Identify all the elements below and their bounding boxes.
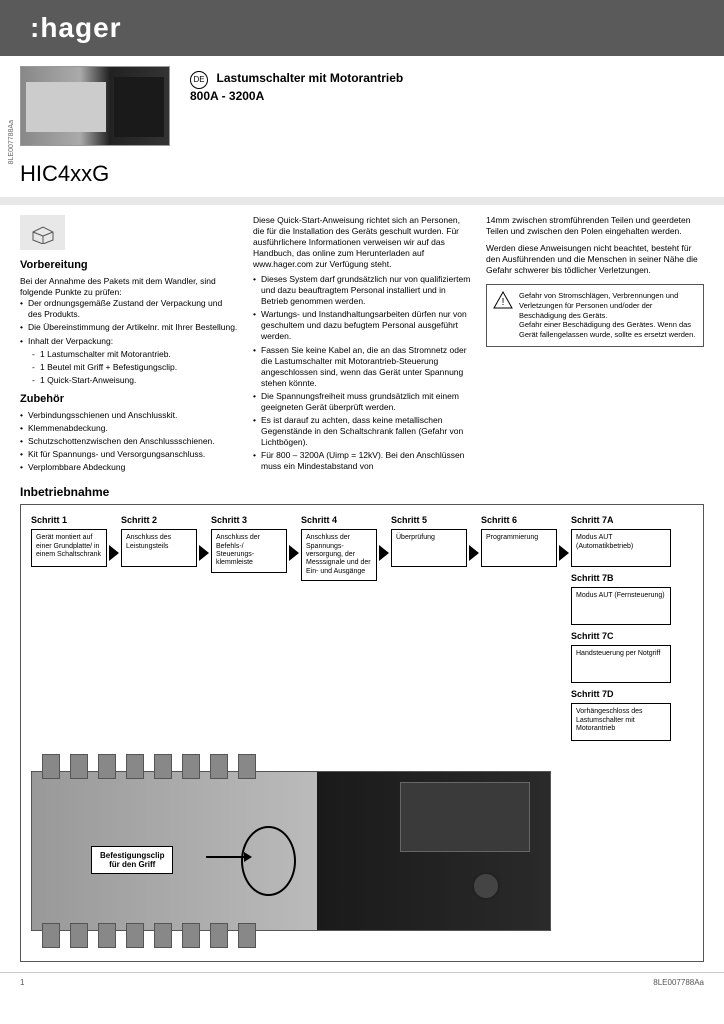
callout-label: Befestigungsclip für den Griff (91, 846, 173, 874)
top-terminals (42, 754, 256, 779)
commissioning-heading: Inbetriebnahme (0, 485, 724, 504)
rotary-switch (472, 872, 500, 900)
arrow-icon (109, 545, 119, 561)
prep-heading: Vorbereitung (20, 258, 238, 272)
step-7-column: Schritt 7A Modus AUT (Automatikbetrieb) … (571, 515, 671, 741)
arrow-icon (199, 545, 209, 561)
step-2: Schritt 2 Anschluss des Leistungsteils (121, 515, 197, 567)
page-number: 1 (20, 978, 24, 987)
accessory-item: Verbindungsschienen und Anschlusskit. (20, 410, 238, 421)
side-reference: 8LE007788Aa (8, 120, 15, 164)
column-1: Vorbereitung Bei der Annahme des Pakets … (20, 215, 238, 475)
steps-row: Schritt 1 Gerät montiert auf einer Grund… (31, 515, 693, 741)
safety-item: Für 800 – 3200A (Uimp = 12kV). Bei den A… (253, 450, 471, 472)
product-subtitle: 800A - 3200A (190, 89, 264, 103)
step-6: Schritt 6 Programmierung (481, 515, 557, 567)
content-columns: Vorbereitung Bei der Annahme des Pakets … (0, 205, 724, 485)
arrow-icon (289, 545, 299, 561)
clearance-paragraph: 14mm zwischen stromführenden Teilen und … (486, 215, 704, 237)
package-icon (20, 215, 65, 250)
title-section: DE Lastumschalter mit Motorantrieb 800A … (0, 56, 724, 156)
separator-band (0, 197, 724, 205)
page-footer: 1 8LE007788Aa (0, 972, 724, 992)
prep-sub-item: 1 Quick-Start-Anweisung. (32, 375, 238, 386)
arrow-icon (559, 545, 569, 561)
step-7a: Schritt 7A Modus AUT (Automatikbetrieb) (571, 515, 671, 567)
brand-logo: :hager (30, 12, 122, 43)
step-3: Schritt 3 Anschluss der Befehls-/ Steuer… (211, 515, 287, 573)
accessory-item: Kit für Spannungs- und Versorgungsanschl… (20, 449, 238, 460)
warning-icon: ! (493, 291, 513, 340)
intro-paragraph: Diese Quick-Start-Anweisung richtet sich… (253, 215, 471, 270)
prep-item: Inhalt der Verpackung: (20, 336, 238, 347)
prep-item: Der ordnungsgemäße Zustand der Verpackun… (20, 298, 238, 320)
steps-container: Schritt 1 Gerät montiert auf einer Grund… (20, 504, 704, 962)
column-3: 14mm zwischen stromführenden Teilen und … (486, 215, 704, 475)
bottom-terminals (42, 923, 256, 948)
prep-sub-item: 1 Beutel mit Griff + Befestigungsclip. (32, 362, 238, 373)
step-7d: Schritt 7D Vorhängeschloss des Lastumsch… (571, 689, 671, 741)
column-2: Diese Quick-Start-Anweisung richtet sich… (253, 215, 471, 475)
safety-item: Dieses System darf grundsätzlich nur von… (253, 274, 471, 307)
accessory-item: Klemmenabdeckung. (20, 423, 238, 434)
step-7c: Schritt 7C Handsteuerung per Notgriff (571, 631, 671, 683)
title-text: DE Lastumschalter mit Motorantrieb 800A … (190, 71, 403, 103)
svg-text:!: ! (502, 297, 505, 308)
accessory-heading: Zubehör (20, 392, 238, 406)
product-thumbnail (20, 66, 170, 146)
callout-arrow (206, 856, 246, 858)
footer-reference: 8LE007788Aa (653, 978, 704, 987)
product-title: Lastumschalter mit Motorantrieb (217, 71, 404, 85)
prep-intro: Bei der Annahme des Pakets mit dem Wandl… (20, 276, 238, 298)
device-diagram: Befestigungsclip für den Griff (31, 751, 693, 951)
language-badge: DE (190, 71, 208, 89)
warning-text: Gefahr von Stromschlägen, Verbrennungen … (519, 291, 697, 340)
accessory-item: Verplombbare Abdeckung (20, 462, 238, 473)
safety-item: Fassen Sie keine Kabel an, die an das St… (253, 345, 471, 389)
arrow-icon (469, 545, 479, 561)
brand-header: :hager (0, 0, 724, 56)
prep-sub-item: 1 Lastumschalter mit Motorantrieb. (32, 349, 238, 360)
accessory-item: Schutzschottenzwischen den Anschlussschi… (20, 436, 238, 447)
safety-item: Die Spannungsfreiheit muss grundsätzlich… (253, 391, 471, 413)
step-1: Schritt 1 Gerät montiert auf einer Grund… (31, 515, 107, 567)
prep-item: Die Übereinstimmung der Artikelnr. mit I… (20, 322, 238, 333)
danger-paragraph: Werden diese Anweisungen nicht beachtet,… (486, 243, 704, 276)
safety-item: Wartungs- und Instandhaltungsarbeiten dü… (253, 309, 471, 342)
model-code: HIC4xxG (0, 156, 724, 197)
step-4: Schritt 4 Anschluss der Spannungs-versor… (301, 515, 377, 581)
arrow-icon (379, 545, 389, 561)
warning-box: ! Gefahr von Stromschlägen, Verbrennunge… (486, 284, 704, 347)
step-5: Schritt 5 Überprüfung (391, 515, 467, 567)
control-panel (400, 782, 530, 852)
safety-item: Es ist darauf zu achten, dass keine meta… (253, 415, 471, 448)
step-7b: Schritt 7B Modus AUT (Fernsteuerung) (571, 573, 671, 625)
